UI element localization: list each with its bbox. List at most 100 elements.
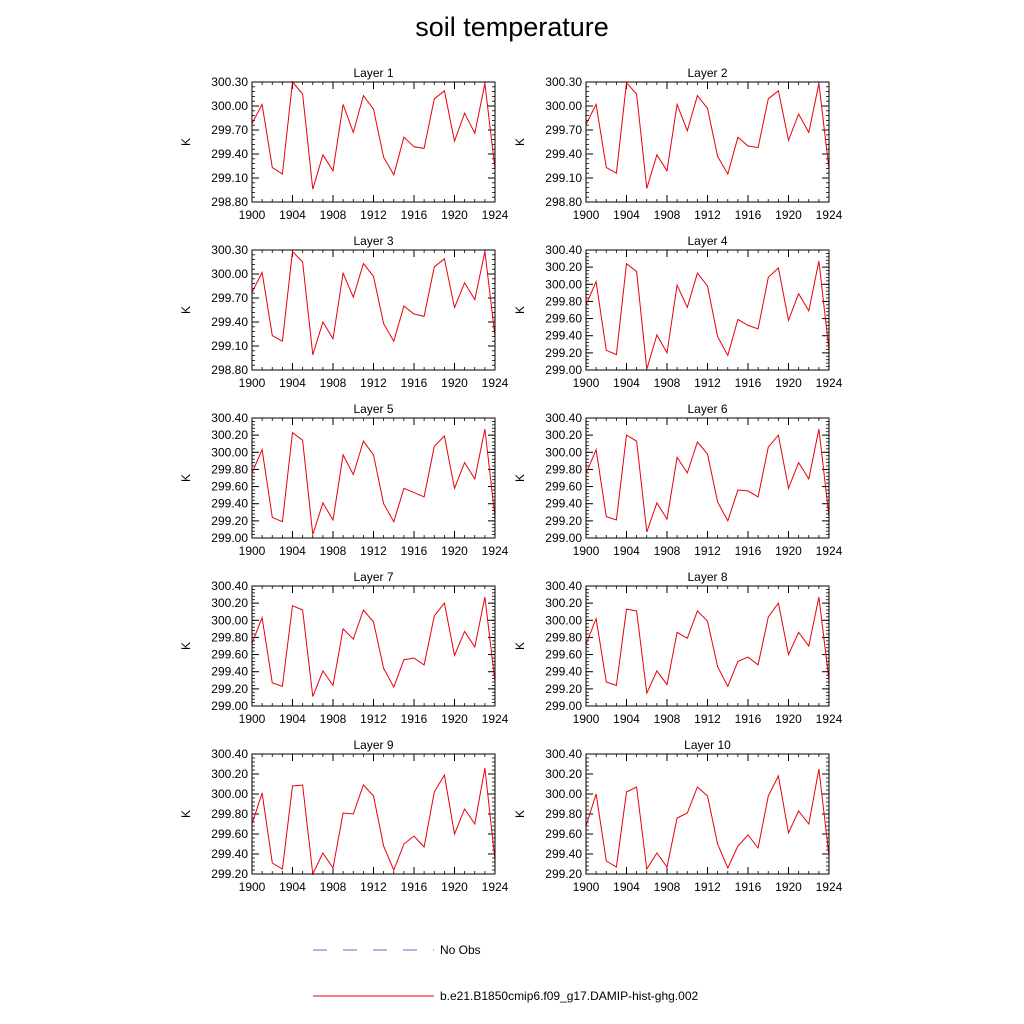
x-tick-label: 1912	[360, 376, 387, 390]
panel-title: Layer 7	[353, 570, 393, 584]
x-tick-label: 1900	[573, 880, 600, 894]
x-tick-label: 1900	[573, 544, 600, 558]
y-tick-label: 299.00	[545, 363, 582, 377]
y-tick-label: 299.00	[545, 699, 582, 713]
y-tick-label: 299.20	[211, 682, 248, 696]
y-tick-label: 300.40	[211, 411, 248, 425]
series-line-model	[585, 429, 830, 533]
series-line-model	[585, 81, 830, 189]
x-tick-label: 1920	[775, 544, 802, 558]
plot-frame	[251, 753, 496, 875]
y-tick-label: 300.40	[211, 747, 248, 761]
y-tick-label: 300.00	[211, 787, 248, 801]
y-tick-label: 299.60	[211, 827, 248, 841]
y-tick-label: 299.60	[545, 312, 582, 326]
y-tick-label: 299.80	[211, 630, 248, 644]
x-tick-label: 1908	[654, 376, 681, 390]
y-axis-label: K	[513, 306, 527, 314]
y-axis-label: K	[179, 474, 193, 482]
series-line-model	[585, 261, 830, 370]
x-tick-label: 1920	[775, 376, 802, 390]
panel-title: Layer 10	[684, 738, 731, 752]
y-tick-label: 300.00	[545, 613, 582, 627]
y-axis-label: K	[513, 810, 527, 818]
x-tick-label: 1916	[401, 376, 428, 390]
x-tick-label: 1900	[573, 208, 600, 222]
y-tick-label: 299.20	[211, 867, 248, 881]
x-tick-label: 1920	[775, 712, 802, 726]
plot-frame	[251, 81, 496, 203]
panel-layer-5: Layer 5 K 1900 1904 1908 1912 1916 1920 1924 299.…	[179, 402, 509, 558]
series-line-model	[251, 80, 496, 190]
x-tick-label: 1900	[239, 208, 266, 222]
x-tick-label: 1904	[613, 712, 640, 726]
x-tick-label: 1912	[360, 880, 387, 894]
y-tick-label: 299.60	[545, 480, 582, 494]
y-axis-label: K	[513, 138, 527, 146]
y-tick-label: 299.00	[211, 531, 248, 545]
x-tick-label: 1900	[239, 880, 266, 894]
y-tick-label: 299.80	[211, 462, 248, 476]
x-tick-label: 1900	[239, 712, 266, 726]
legend: No Obs b.e21.B1850cmip6.f09_g17.DAMIP-his…	[313, 943, 698, 1003]
panel-title: Layer 6	[687, 402, 727, 416]
panel-title: Layer 1	[353, 66, 393, 80]
plot-frame	[585, 585, 830, 707]
series-line-model	[585, 768, 830, 871]
x-tick-label: 1916	[735, 544, 762, 558]
y-tick-label: 299.40	[211, 847, 248, 861]
x-tick-label: 1912	[360, 544, 387, 558]
y-tick-label: 299.00	[211, 699, 248, 713]
x-tick-label: 1920	[441, 712, 468, 726]
x-tick-label: 1916	[735, 208, 762, 222]
x-tick-label: 1912	[694, 208, 721, 222]
panel-title: Layer 5	[353, 402, 393, 416]
plot-frame	[585, 249, 830, 371]
x-tick-label: 1924	[816, 880, 843, 894]
y-tick-label: 299.20	[211, 514, 248, 528]
y-axis-label: K	[179, 138, 193, 146]
x-tick-label: 1908	[320, 544, 347, 558]
y-tick-label: 300.00	[211, 99, 248, 113]
x-tick-label: 1924	[816, 544, 843, 558]
y-tick-label: 300.20	[545, 428, 582, 442]
x-tick-label: 1908	[654, 544, 681, 558]
x-tick-label: 1920	[441, 376, 468, 390]
y-tick-label: 300.00	[211, 445, 248, 459]
panel-layer-7: Layer 7 K 1900 1904 1908 1912 1916 1920 1924 299.…	[179, 570, 509, 726]
y-tick-label: 300.20	[545, 260, 582, 274]
x-tick-label: 1912	[360, 208, 387, 222]
series-line-model	[251, 429, 496, 535]
x-tick-label: 1916	[401, 712, 428, 726]
x-tick-label: 1924	[816, 712, 843, 726]
y-tick-label: 299.40	[211, 315, 248, 329]
y-tick-label: 299.80	[545, 294, 582, 308]
y-tick-label: 298.80	[211, 195, 248, 209]
y-tick-label: 299.40	[545, 847, 582, 861]
x-tick-label: 1908	[320, 880, 347, 894]
plot-frame	[251, 417, 496, 539]
x-tick-label: 1924	[816, 376, 843, 390]
y-tick-label: 299.70	[545, 123, 582, 137]
y-tick-label: 299.10	[211, 171, 248, 185]
legend-label: b.e21.B1850cmip6.f09_g17.DAMIP-hist-ghg.…	[440, 989, 698, 1003]
y-tick-label: 300.40	[545, 243, 582, 257]
panel-title: Layer 2	[687, 66, 727, 80]
y-axis-label: K	[179, 306, 193, 314]
y-axis-label: K	[179, 642, 193, 650]
x-tick-label: 1904	[279, 712, 306, 726]
panel-layer-10: Layer 10 K 1900 1904 1908 1912 1916 1920 1924 299…	[513, 738, 843, 894]
y-tick-label: 299.00	[545, 531, 582, 545]
y-tick-label: 300.30	[211, 243, 248, 257]
panel-title: Layer 8	[687, 570, 727, 584]
x-tick-label: 1908	[654, 208, 681, 222]
series-line-model	[251, 597, 496, 697]
plot-frame	[585, 417, 830, 539]
x-tick-label: 1904	[279, 376, 306, 390]
x-tick-label: 1924	[482, 544, 509, 558]
x-tick-label: 1920	[775, 208, 802, 222]
x-tick-label: 1920	[441, 208, 468, 222]
y-tick-label: 300.00	[545, 277, 582, 291]
y-tick-label: 300.40	[545, 747, 582, 761]
series-line-model	[251, 767, 496, 876]
